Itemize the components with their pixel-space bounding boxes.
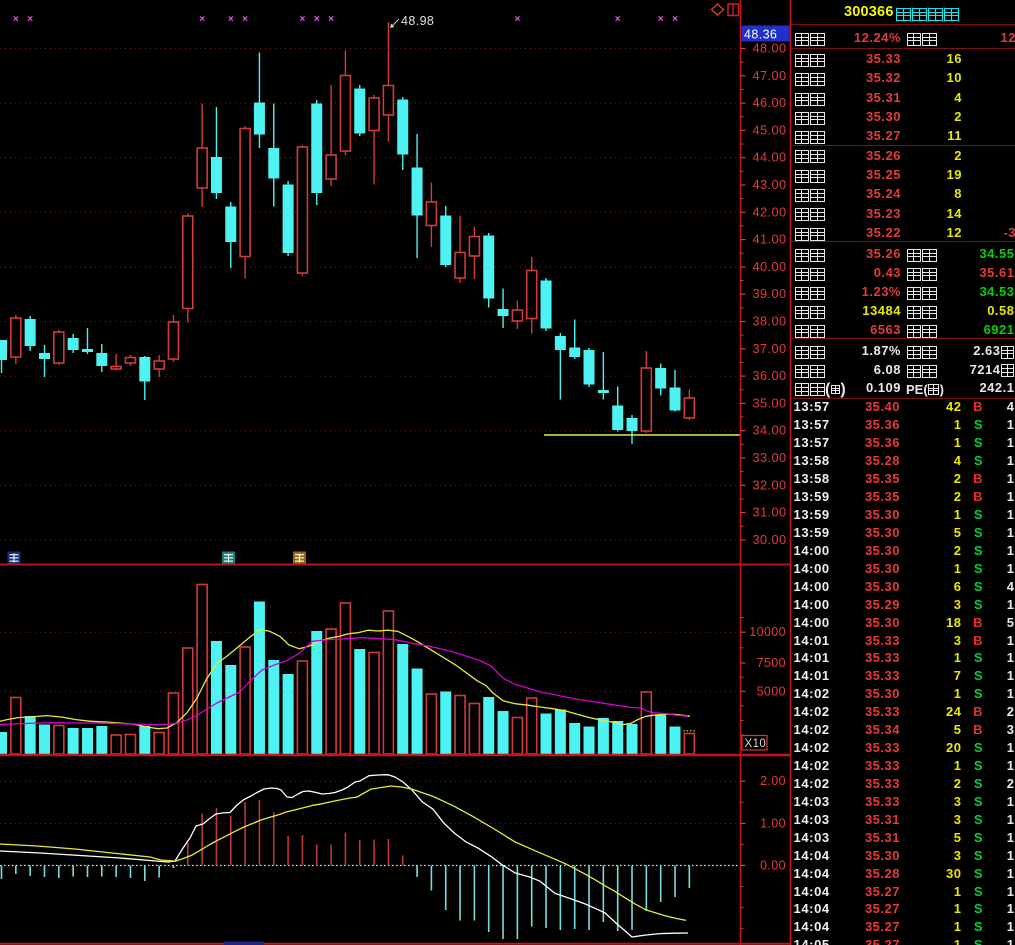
svg-text:41.00: 41.00	[752, 232, 786, 247]
svg-text:48.36: 48.36	[744, 28, 777, 42]
svg-text:1.00: 1.00	[760, 816, 786, 830]
svg-text:38.00: 38.00	[752, 314, 786, 329]
svg-text:0.00: 0.00	[760, 858, 786, 872]
svg-text:×: ×	[13, 14, 19, 25]
svg-text:40.00: 40.00	[752, 259, 786, 274]
svg-text:34.00: 34.00	[752, 423, 786, 438]
svg-text:×: ×	[228, 14, 234, 25]
svg-text:×: ×	[242, 14, 248, 25]
svg-text:2.00: 2.00	[760, 774, 786, 788]
svg-text:37.00: 37.00	[752, 341, 786, 356]
svg-text:×: ×	[199, 14, 205, 25]
svg-text:32.00: 32.00	[752, 477, 786, 492]
svg-text:×: ×	[328, 14, 334, 25]
svg-text:33.00: 33.00	[752, 450, 786, 465]
svg-text:×: ×	[658, 14, 664, 25]
svg-text:31.00: 31.00	[752, 505, 786, 520]
svg-text:46.00: 46.00	[752, 95, 786, 110]
svg-text:48.00: 48.00	[752, 41, 786, 56]
svg-text:47.00: 47.00	[752, 68, 786, 83]
svg-text:43.00: 43.00	[752, 177, 786, 192]
svg-text:39.00: 39.00	[752, 286, 786, 301]
svg-text:44.00: 44.00	[752, 150, 786, 165]
svg-text:×: ×	[300, 14, 306, 25]
svg-text:5000: 5000	[757, 684, 786, 698]
svg-text:×: ×	[615, 14, 621, 25]
svg-text:×: ×	[27, 14, 33, 25]
svg-text:×: ×	[672, 14, 678, 25]
svg-text:48.98: 48.98	[401, 14, 434, 28]
svg-text:×: ×	[514, 14, 520, 25]
svg-text:×: ×	[314, 14, 320, 25]
svg-text:36.00: 36.00	[752, 368, 786, 383]
svg-text:7500: 7500	[757, 656, 786, 670]
svg-text:10000: 10000	[749, 625, 786, 639]
svg-text:X10: X10	[745, 738, 767, 750]
svg-text:35.00: 35.00	[752, 395, 786, 410]
svg-text:42.00: 42.00	[752, 204, 786, 219]
svg-text:45.00: 45.00	[752, 122, 786, 137]
svg-text:30.00: 30.00	[752, 532, 786, 547]
